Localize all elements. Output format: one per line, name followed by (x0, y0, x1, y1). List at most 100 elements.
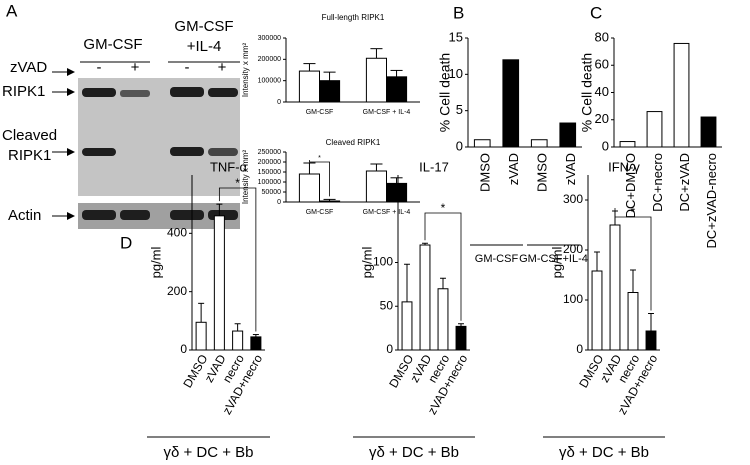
chart-title: Cleaved RIPK1 (326, 138, 381, 147)
panel-label: B (453, 3, 464, 22)
row-label: Cleaved (2, 127, 57, 144)
y-tick-label: 100000 (258, 78, 281, 85)
chart-title: IFN-γ (608, 159, 640, 174)
lane-sign: + (218, 59, 227, 76)
significance-bracket (424, 212, 462, 321)
panel-label: A (6, 1, 18, 20)
y-axis-label: Intensity x mm² (241, 150, 250, 205)
y-tick-label: 15 (449, 29, 463, 44)
bar (250, 336, 262, 351)
group-label: GM-CSF (475, 253, 519, 265)
x-tick-label: DC+DMSO (623, 153, 638, 218)
y-axis-label: pg/ml (359, 246, 374, 278)
y-tick-label: 400 (167, 226, 187, 240)
y-tick-label: 250000 (258, 149, 281, 156)
y-tick-label: 200000 (258, 56, 281, 63)
bar (645, 330, 657, 351)
x-tick-label: GM-CSF (306, 109, 334, 116)
y-tick-label: 200 (167, 284, 187, 298)
bar (298, 173, 320, 203)
lane-sign: + (131, 59, 140, 76)
y-tick-label: 0 (277, 99, 281, 106)
bar (502, 59, 520, 148)
x-axis-label: γδ + DC + Bb (369, 444, 459, 461)
y-tick-label: 150000 (258, 169, 281, 176)
bar (232, 330, 244, 351)
y-tick-label: 50 (380, 298, 394, 312)
bar (473, 139, 491, 148)
y-tick-label: 0 (576, 342, 583, 356)
y-tick-label: 0 (602, 138, 609, 153)
significance-label: * (631, 205, 636, 219)
x-tick-label: DC+zVAD-necro (704, 153, 719, 248)
bar (619, 141, 636, 148)
bar (559, 122, 577, 148)
bar (195, 321, 207, 351)
row-label: RIPK1 (2, 83, 45, 100)
bar (401, 301, 413, 351)
blot (52, 61, 240, 229)
bar (673, 42, 690, 148)
x-tick-label: zVAD (506, 153, 521, 185)
bar (298, 70, 320, 103)
x-tick-label: DC+necro (650, 153, 665, 212)
y-tick-label: 300000 (258, 35, 281, 42)
y-tick-label: 200 (563, 242, 583, 256)
significance-label: * (441, 201, 446, 215)
y-axis-label: pg/ml (148, 246, 163, 278)
blot-group: +IL-4 (187, 38, 222, 55)
x-axis-label: γδ + DC + Bb (559, 444, 649, 461)
bar (700, 116, 717, 148)
x-tick-label: GM-CSF (306, 209, 334, 216)
y-tick-label: 20 (595, 111, 609, 126)
y-tick-label: 5 (456, 102, 463, 117)
y-tick-label: 0 (386, 342, 393, 356)
lane-sign: - (185, 59, 190, 76)
treatment-label: zVAD (10, 59, 47, 76)
bar (627, 292, 639, 351)
x-tick-label: GM-CSF + IL-4 (363, 109, 411, 116)
y-tick-label: 300 (563, 192, 583, 206)
y-axis-label: pg/ml (549, 246, 564, 278)
y-tick-label: 100 (563, 292, 583, 306)
significance-bracket (309, 160, 330, 197)
significance-bracket (614, 208, 652, 311)
bar (386, 76, 408, 103)
chart-title: TNF-α (210, 159, 248, 174)
significance-bracket (218, 187, 257, 332)
y-tick-label: 50000 (262, 189, 282, 196)
y-axis-label: Intensity x mm² (241, 43, 250, 98)
bar (437, 288, 449, 351)
bar (319, 80, 341, 103)
y-tick-label: 0 (456, 138, 463, 153)
significance-label: * (318, 155, 321, 162)
blot-group: GM-CSF (174, 18, 233, 35)
x-tick-label: DMSO (535, 153, 550, 192)
bar (646, 111, 663, 148)
x-tick-label: DMSO (478, 153, 493, 192)
bar (365, 57, 387, 103)
bar (213, 215, 225, 351)
x-tick-label: zVAD (563, 153, 578, 185)
x-axis-label: γδ + DC + Bb (163, 444, 253, 461)
y-tick-label: 100 (373, 255, 393, 269)
bar (609, 224, 621, 351)
significance-label: * (235, 176, 240, 190)
y-tick-label: 100000 (258, 179, 281, 186)
panel-label: C (590, 3, 602, 22)
y-tick-label: 60 (595, 57, 609, 72)
panel-label: D (120, 233, 132, 252)
y-axis-label: % Cell death (579, 53, 595, 132)
bar (419, 244, 431, 351)
bar (319, 200, 341, 203)
row-label: Actin (8, 207, 41, 224)
y-tick-label: 10 (449, 66, 463, 81)
bar (455, 325, 467, 351)
y-tick-label: 0 (277, 199, 281, 206)
bar (530, 139, 548, 148)
chart-title: Full-length RIPK1 (322, 13, 385, 22)
y-tick-label: 200000 (258, 159, 281, 166)
group-label: GM-CSF+IL-4 (519, 253, 588, 265)
y-tick-label: 80 (595, 29, 609, 44)
